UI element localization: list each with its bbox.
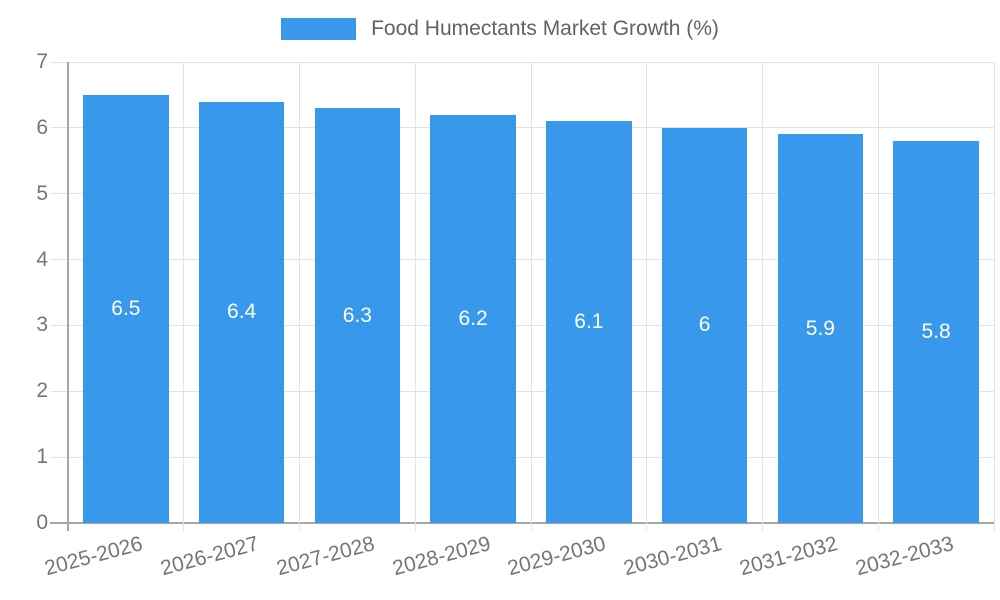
x-tick-mark <box>414 523 416 531</box>
x-tick-mark <box>877 523 879 531</box>
y-gridline <box>50 127 994 129</box>
x-tick-label: 2029-2030 <box>505 532 609 581</box>
bar[interactable] <box>198 101 285 523</box>
bar-value-label: 6.1 <box>574 310 604 334</box>
bar-value-label: 6 <box>698 313 711 337</box>
bar-value-label: 6.2 <box>458 306 488 330</box>
y-gridline <box>50 193 994 195</box>
y-tick-label: 7 <box>36 50 48 73</box>
y-tick-label: 4 <box>36 247 48 271</box>
bar-value-label: 5.9 <box>805 316 835 340</box>
x-gridline <box>414 62 416 523</box>
bar-value-label: 6.5 <box>111 296 141 320</box>
y-gridline <box>50 61 994 63</box>
x-tick-mark <box>183 523 185 531</box>
x-tick-label: 2028-2029 <box>389 532 493 581</box>
x-tick-mark <box>646 523 648 531</box>
bar[interactable] <box>314 108 401 523</box>
x-tick-mark <box>762 523 763 531</box>
y-tick-label: 0 <box>36 511 48 534</box>
legend-label: Food Humectants Market Growth (%) <box>371 17 719 40</box>
x-gridline <box>762 62 763 523</box>
bar[interactable] <box>430 114 516 523</box>
legend[interactable]: Food Humectants Market Growth (%) <box>0 17 1000 41</box>
bar-value-label: 6.3 <box>342 303 372 327</box>
x-gridline <box>530 62 532 523</box>
x-tick-label: 2030-2031 <box>621 532 725 581</box>
y-tick-label: 5 <box>36 181 48 205</box>
x-gridline <box>877 62 879 523</box>
x-gridline <box>993 62 995 523</box>
x-tick-mark <box>299 523 300 531</box>
y-axis-line <box>67 62 69 531</box>
y-tick-label: 2 <box>36 379 48 403</box>
bar[interactable] <box>893 141 979 523</box>
legend-swatch <box>281 18 357 40</box>
y-tick-label: 1 <box>36 445 48 469</box>
bar[interactable] <box>777 134 864 523</box>
y-gridline <box>50 456 994 458</box>
x-tick-label: 2031-2032 <box>737 532 841 581</box>
bar-value-label: 5.8 <box>921 320 951 343</box>
x-tick-label: 2026-2027 <box>158 532 262 581</box>
y-tick-label: 3 <box>36 313 48 337</box>
bar[interactable] <box>661 127 748 523</box>
bar-value-label: 6.4 <box>227 300 257 324</box>
y-tick-label: 6 <box>36 115 48 139</box>
x-gridline <box>299 62 300 523</box>
y-gridline <box>50 259 994 261</box>
x-tick-label: 2032-2033 <box>852 532 956 581</box>
y-gridline <box>50 324 994 326</box>
x-gridline <box>646 62 648 523</box>
x-axis-line <box>50 522 994 524</box>
x-gridline <box>183 62 185 523</box>
x-tick-label: 2027-2028 <box>274 532 378 581</box>
x-tick-label: 2025-2026 <box>42 532 146 581</box>
bar[interactable] <box>546 121 632 523</box>
x-tick-mark <box>530 523 532 531</box>
bar[interactable] <box>83 94 169 523</box>
x-tick-mark <box>993 523 995 531</box>
y-gridline <box>50 390 994 392</box>
